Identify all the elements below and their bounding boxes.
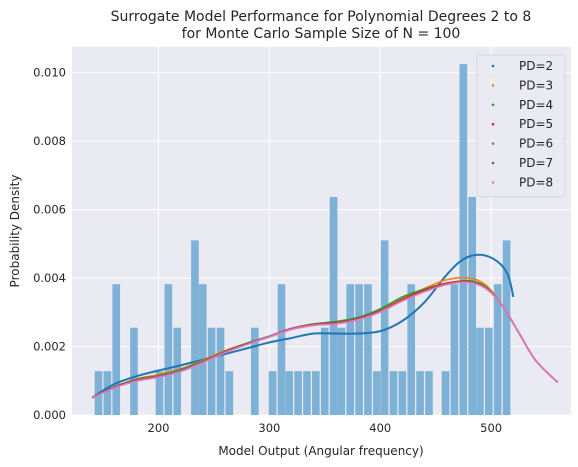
- histogram-bar-14: [216, 327, 225, 415]
- legend-label-1: PD=3: [519, 78, 553, 92]
- x-tick-label-3: 500: [480, 421, 502, 435]
- histogram-bar-18: [251, 327, 259, 415]
- histogram-bar-32: [373, 371, 381, 415]
- x-tick-label-2: 400: [369, 421, 391, 435]
- x-tick-label-0: 200: [148, 421, 170, 435]
- y-tick-label-0: 0.000: [33, 408, 66, 422]
- histogram-bar-24: [303, 371, 311, 415]
- y-tick-label-1: 0.002: [33, 340, 66, 354]
- legend-label-5: PD=7: [519, 156, 553, 170]
- histogram-bar-26: [320, 327, 329, 415]
- histogram-bar-8: [164, 284, 173, 415]
- histogram-bar-47: [502, 240, 511, 415]
- legend-marker-5: [491, 161, 495, 165]
- legend-marker-3: [491, 122, 495, 126]
- legend-marker-2: [491, 103, 495, 107]
- histogram-bar-40: [441, 371, 450, 415]
- histogram-bar-42: [459, 64, 468, 416]
- histogram-bar-38: [425, 371, 433, 415]
- y-tick-label-5: 0.010: [33, 66, 66, 80]
- legend-marker-6: [491, 181, 495, 184]
- histogram-bar-21: [277, 284, 286, 415]
- histogram-bar-46: [493, 284, 502, 415]
- histogram-bar-43: [468, 196, 477, 415]
- histogram-bar-11: [191, 240, 199, 415]
- y-tick-label-4: 0.008: [33, 134, 66, 148]
- x-axis-label: Model Output (Angular frequency): [218, 444, 423, 458]
- histogram-bar-20: [268, 371, 277, 415]
- histogram-bar-28: [337, 327, 346, 415]
- legend-marker-1: [491, 84, 495, 87]
- histogram-bar-29: [346, 284, 355, 415]
- histogram-bar-4: [130, 327, 138, 415]
- legend-label-4: PD=6: [519, 137, 553, 151]
- histogram-bar-12: [198, 284, 207, 415]
- histogram-bar-45: [485, 327, 493, 415]
- histogram-bar-1: [103, 371, 112, 415]
- histogram-bar-31: [364, 284, 372, 415]
- histogram-bar-35: [398, 371, 407, 415]
- legend-box: [476, 54, 566, 198]
- series-layer: [91, 253, 559, 399]
- histogram-bar-13: [207, 327, 216, 415]
- legend-label-6: PD=8: [519, 175, 553, 189]
- series-line-pd-8: [91, 281, 559, 399]
- histogram-bar-30: [355, 284, 363, 415]
- legend-label-0: PD=2: [519, 59, 553, 73]
- histogram-bar-2: [112, 284, 121, 415]
- histogram-bar-36: [407, 284, 416, 415]
- histogram-bar-34: [389, 371, 398, 415]
- legend-marker-4: [491, 142, 495, 145]
- histogram-bar-37: [416, 371, 424, 415]
- histogram-bar-7: [155, 371, 164, 415]
- histogram-bar-15: [225, 371, 234, 415]
- legend: PD=2 PD=3 PD=4 PD=5 PD=6 PD=7 PD=8: [476, 54, 566, 198]
- y-axis-label: Probability Density: [8, 175, 22, 288]
- y-tick-label-2: 0.004: [33, 271, 66, 285]
- histogram-layer: [94, 64, 511, 416]
- series-line-pd-2: [91, 253, 515, 399]
- legend-label-3: PD=5: [519, 117, 553, 131]
- legend-marker-0: [491, 64, 495, 68]
- y-tick-label-3: 0.006: [33, 203, 66, 217]
- histogram-bar-33: [380, 240, 389, 415]
- chart-title-line-2: for Monte Carlo Sample Size of N = 100: [182, 26, 461, 42]
- x-tick-label-1: 300: [258, 421, 280, 435]
- histogram-bar-23: [294, 371, 302, 415]
- histogram-bar-25: [312, 371, 320, 415]
- histogram-bar-22: [285, 371, 294, 415]
- histogram-bar-44: [476, 327, 484, 415]
- histogram-bar-27: [329, 196, 338, 415]
- chart-title-line-1: Surrogate Model Performance for Polynomi…: [111, 9, 532, 25]
- histogram-bar-41: [450, 284, 459, 415]
- tick-layer: 200 300 400 500 0.000 0.002 0.004 0.006 0.008 0.0…: [33, 66, 502, 435]
- legend-label-2: PD=4: [519, 98, 553, 112]
